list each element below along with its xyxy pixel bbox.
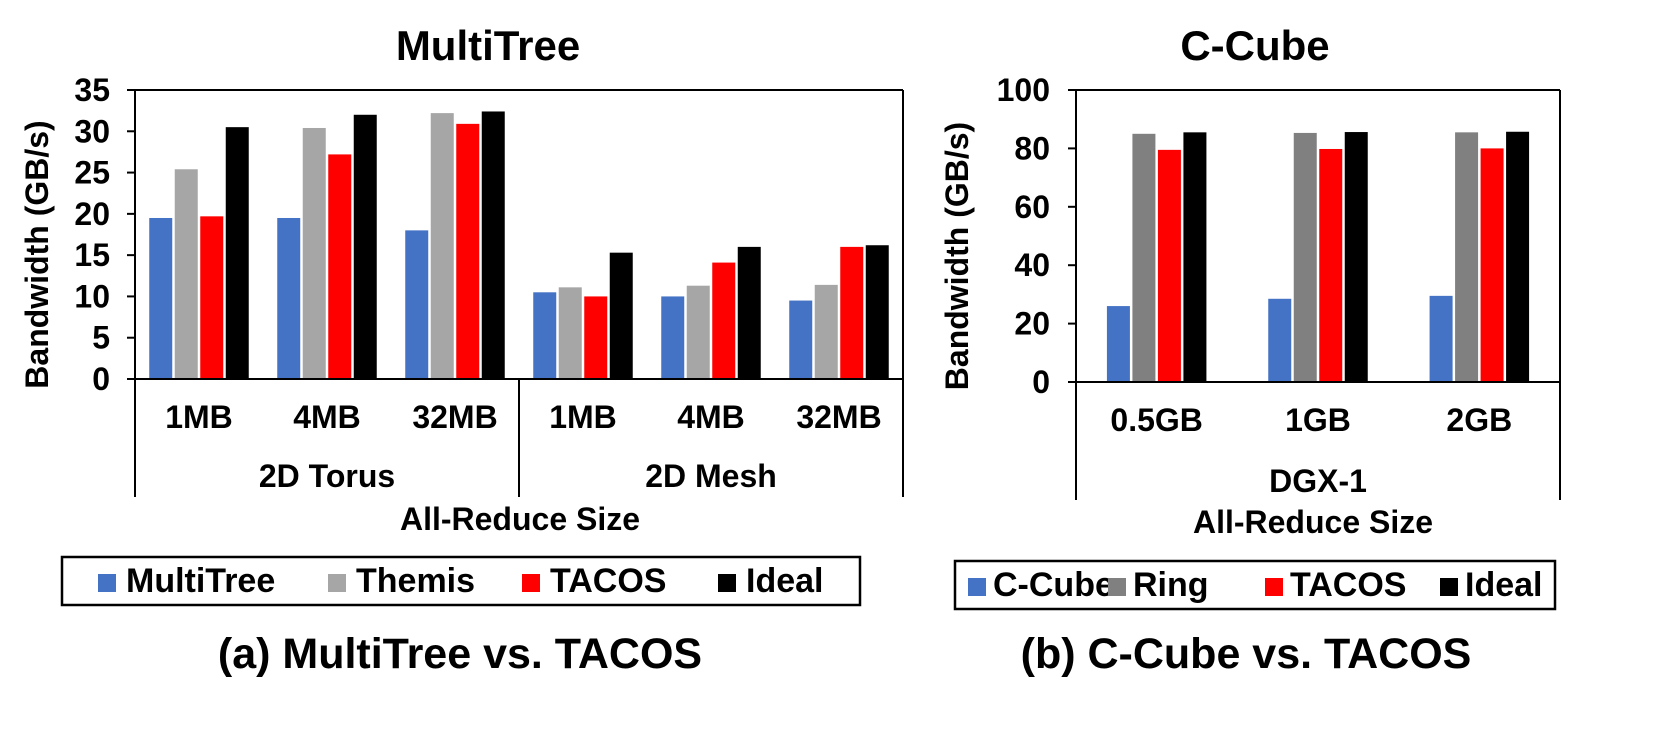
y-tick-label: 5 (92, 320, 110, 356)
x-group-label: 2D Torus (259, 458, 395, 494)
y-tick-label: 100 (997, 72, 1050, 108)
y-tick-label: 60 (1014, 189, 1050, 225)
legend-label: C-Cube (993, 566, 1114, 604)
chart-2: C-Cube 0 20 40 60 80 100 Bandwidth (GB/s) 0.5GB 1… (939, 22, 1561, 678)
bar-multitree (405, 230, 429, 379)
bar-themis (686, 285, 710, 379)
bar-tacos (456, 123, 480, 380)
bar-ideal (1506, 131, 1530, 382)
x-category-label: 4MB (293, 399, 361, 435)
bar-ideal (225, 127, 249, 380)
y-tick-label: 25 (74, 155, 110, 191)
bar-tacos (1319, 148, 1343, 382)
y-tick-label: 0 (1032, 364, 1050, 400)
figure-caption: (b) C-Cube vs. TACOS (1021, 630, 1472, 678)
legend: C-Cube Ring TACOS Ideal (953, 559, 1557, 611)
legend-swatch (1265, 578, 1283, 596)
y-tick-label: 0 (92, 361, 110, 397)
y-tick-label: 40 (1014, 247, 1050, 283)
chart-title: C-Cube (1180, 22, 1329, 69)
legend-swatch (718, 574, 736, 592)
y-tick-label: 10 (74, 278, 110, 314)
bar-tacos (840, 246, 864, 379)
legend-swatch (968, 578, 986, 596)
legend-swatch (98, 574, 116, 592)
bar-tacos (1157, 149, 1181, 382)
bar-multitree (149, 217, 173, 379)
legend-label: Ideal (1465, 566, 1542, 604)
bar-c-cube (1268, 298, 1292, 382)
legend-swatch (522, 574, 540, 592)
figure-caption: (a) MultiTree vs. TACOS (218, 630, 702, 678)
legend-label: MultiTree (126, 562, 275, 600)
x-category-label: 1GB (1285, 402, 1351, 438)
legend-swatch (1108, 578, 1126, 596)
bar-multitree (661, 296, 685, 379)
x-category-label: 1MB (165, 399, 233, 435)
bar-ideal (609, 252, 633, 379)
legend-swatch (1440, 578, 1458, 596)
bar-themis (174, 169, 198, 379)
bar-ideal (1344, 132, 1368, 382)
legend-label: TACOS (1290, 566, 1406, 604)
bar-c-cube (1429, 295, 1453, 382)
y-tick-label: 20 (74, 196, 110, 232)
legend-label: TACOS (550, 562, 666, 600)
x-group-label: 2D Mesh (645, 458, 777, 494)
legend-swatch (328, 574, 346, 592)
legend-label: Ideal (746, 562, 823, 600)
y-tick-label: 15 (74, 237, 110, 273)
y-tick-label: 20 (1014, 306, 1050, 342)
x-group-label: DGX-1 (1269, 463, 1367, 499)
x-category-label: 4MB (677, 399, 745, 435)
y-tick-label: 30 (74, 113, 110, 149)
legend-label: Ring (1133, 566, 1209, 604)
y-tick-label: 80 (1014, 130, 1050, 166)
bar-themis (814, 284, 838, 379)
bar-tacos (328, 154, 352, 379)
x-axis-title: All-Reduce Size (400, 501, 640, 537)
chart-title: MultiTree (396, 22, 580, 69)
bar-ideal (353, 114, 377, 380)
legend-label: Themis (356, 562, 475, 600)
bar-c-cube (1106, 306, 1130, 382)
bar-tacos (1480, 148, 1504, 382)
x-category-label: 0.5GB (1110, 402, 1202, 438)
bar-ideal (865, 245, 889, 379)
bar-themis (302, 127, 326, 380)
bar-themis (558, 287, 582, 379)
legend: MultiTree Themis TACOS Ideal (60, 555, 862, 607)
bar-multitree (277, 217, 301, 379)
bar-ideal (737, 246, 761, 379)
x-category-label: 2GB (1446, 402, 1512, 438)
bar-tacos (200, 216, 224, 379)
bar-tacos (584, 296, 608, 379)
bar-themis (430, 113, 454, 380)
y-tick-label: 35 (74, 72, 110, 108)
bar-ring (1293, 132, 1317, 382)
chart-1: MultiTree 0 5 10 15 20 25 30 35 Bandwidth (GB/s) 1… (19, 22, 904, 678)
bar-ring (1455, 132, 1479, 382)
y-axis-title: Bandwidth (GB/s) (19, 120, 55, 388)
bar-multitree (533, 292, 557, 379)
x-category-label: 1MB (549, 399, 617, 435)
bar-tacos (712, 262, 736, 379)
y-axis-title: Bandwidth (GB/s) (939, 122, 975, 390)
bar-ideal (1183, 132, 1207, 382)
bar-multitree (789, 300, 813, 379)
x-category-label: 32MB (796, 399, 881, 435)
x-axis-title: All-Reduce Size (1193, 504, 1433, 540)
bar-ideal (481, 111, 505, 380)
x-category-label: 32MB (412, 399, 497, 435)
bar-ring (1132, 133, 1156, 382)
